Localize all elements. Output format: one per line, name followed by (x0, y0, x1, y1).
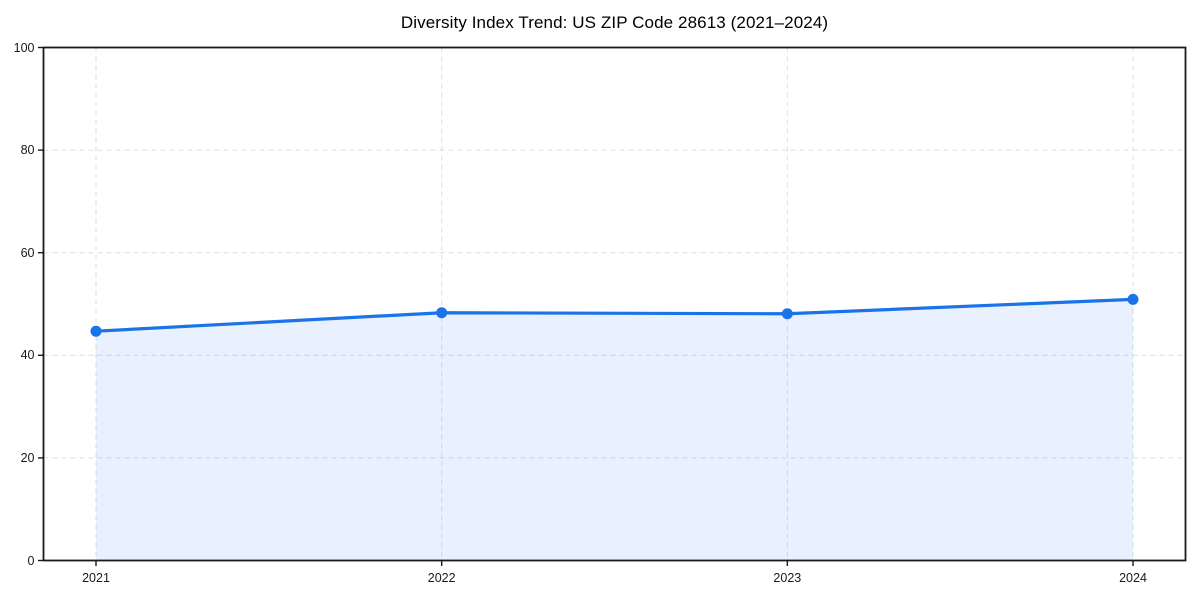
data-point-marker (90, 325, 102, 337)
y-tick-label: 0 (27, 553, 35, 568)
area-fill (96, 299, 1133, 561)
y-tick-label: 60 (20, 245, 35, 260)
plot-border (42, 46, 1187, 562)
y-tick-label: 100 (13, 40, 35, 55)
x-tick-label: 2022 (427, 570, 456, 585)
y-tick-label: 80 (20, 143, 35, 158)
y-tick-label: 40 (20, 348, 35, 363)
data-point-marker (781, 308, 793, 320)
x-tick-label: 2021 (82, 570, 110, 585)
x-tick-label: 2023 (773, 570, 802, 585)
x-tick-label: 2024 (1119, 570, 1147, 585)
chart-title: Diversity Index Trend: US ZIP Code 28613… (400, 13, 829, 32)
y-tick-label: 20 (20, 450, 35, 465)
data-point-marker (1127, 293, 1139, 305)
data-point-marker (436, 307, 448, 319)
trend-line (94, 297, 1135, 333)
